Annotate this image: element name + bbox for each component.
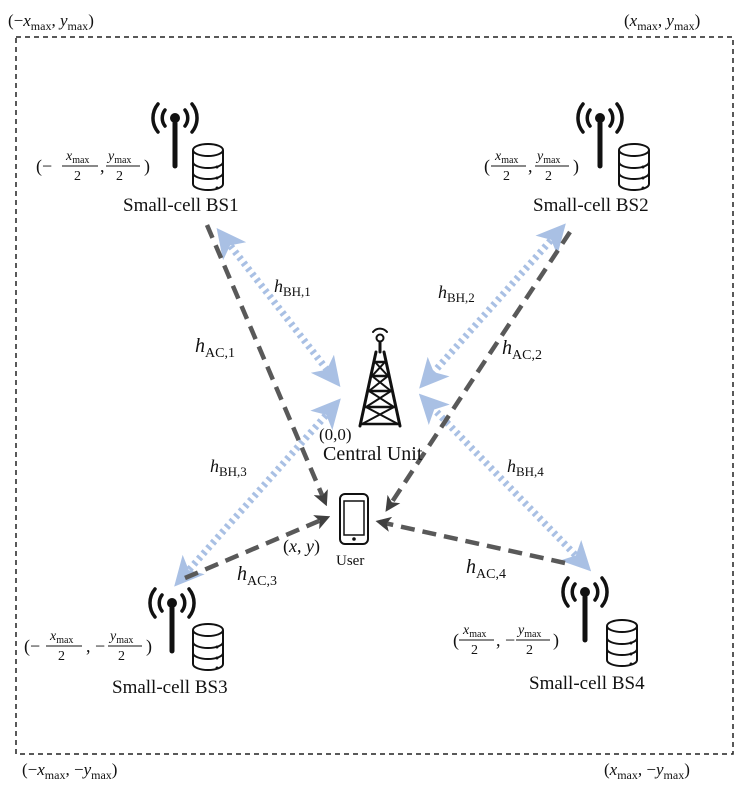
bs4-label: Small-cell BS4 <box>529 673 645 694</box>
corner-label-bottom-left: (−xmax, −ymax) <box>22 760 117 782</box>
bs1-coord: (− xmax 2 , ymax 2 ) <box>36 147 150 184</box>
backhaul-link-2 <box>419 223 566 389</box>
central-unit-coord: (0,0) <box>319 425 352 444</box>
database-icon <box>192 143 224 191</box>
user-label: User <box>336 553 364 569</box>
bs3-label: Small-cell BS3 <box>112 677 228 698</box>
area-boundary <box>15 36 734 755</box>
access-link-4 <box>375 516 566 566</box>
base-station-2: ( xmax 2 , ymax 2 ) Small-cell BS2 <box>484 102 650 216</box>
bs4-coord: ( xmax 2 , − ymax 2 ) <box>453 621 559 658</box>
antenna-icon <box>576 102 624 169</box>
bs2-label: Small-cell BS2 <box>533 195 649 216</box>
access-link-1 <box>204 224 328 507</box>
base-station-1: (− xmax 2 , ymax 2 ) Small-cell BS1 <box>36 102 239 216</box>
backhaul-link-4 <box>418 393 592 572</box>
access-link-2 <box>385 230 572 512</box>
svg-text:hBH,1: hBH,1 <box>274 276 311 299</box>
svg-text:hAC,4: hAC,4 <box>466 556 506 582</box>
link-labels: hBH,1 hBH,2 hBH,3 hBH,4 hAC,1 hAC,2 hAC,… <box>195 276 544 589</box>
bs2-coord: ( xmax 2 , ymax 2 ) <box>484 147 579 184</box>
corner-label-top-left: (−xmax, ymax) <box>8 11 94 33</box>
access-link-3 <box>184 515 331 581</box>
bs1-label: Small-cell BS1 <box>123 195 239 216</box>
tower-icon <box>358 327 402 428</box>
database-icon <box>192 623 224 671</box>
base-station-4: ( xmax 2 , − ymax 2 ) Small-cell BS4 <box>453 576 645 694</box>
antenna-icon <box>561 576 609 643</box>
corner-label-top-right: (xmax, ymax) <box>624 11 700 33</box>
antenna-icon <box>148 587 196 654</box>
antenna-icon <box>151 102 199 169</box>
svg-text:hAC,1: hAC,1 <box>195 335 235 361</box>
user-coord: (x, y) <box>283 536 320 557</box>
svg-text:hBH,4: hBH,4 <box>507 456 544 479</box>
central-unit-label: Central Unit <box>323 443 423 465</box>
base-station-3: (− xmax 2 , − ymax 2 ) Small-cell BS3 <box>24 587 228 698</box>
svg-text:hBH,2: hBH,2 <box>438 282 475 305</box>
corner-label-bottom-right: (xmax, −ymax) <box>604 760 690 782</box>
svg-text:hBH,3: hBH,3 <box>210 456 247 479</box>
database-icon <box>606 619 638 667</box>
svg-text:hAC,3: hAC,3 <box>237 563 277 589</box>
bs3-coord: (− xmax 2 , − ymax 2 ) <box>24 627 152 664</box>
svg-text:hAC,2: hAC,2 <box>502 337 542 363</box>
backhaul-link-1 <box>216 228 341 387</box>
database-icon <box>618 143 650 191</box>
phone-icon <box>339 493 369 545</box>
